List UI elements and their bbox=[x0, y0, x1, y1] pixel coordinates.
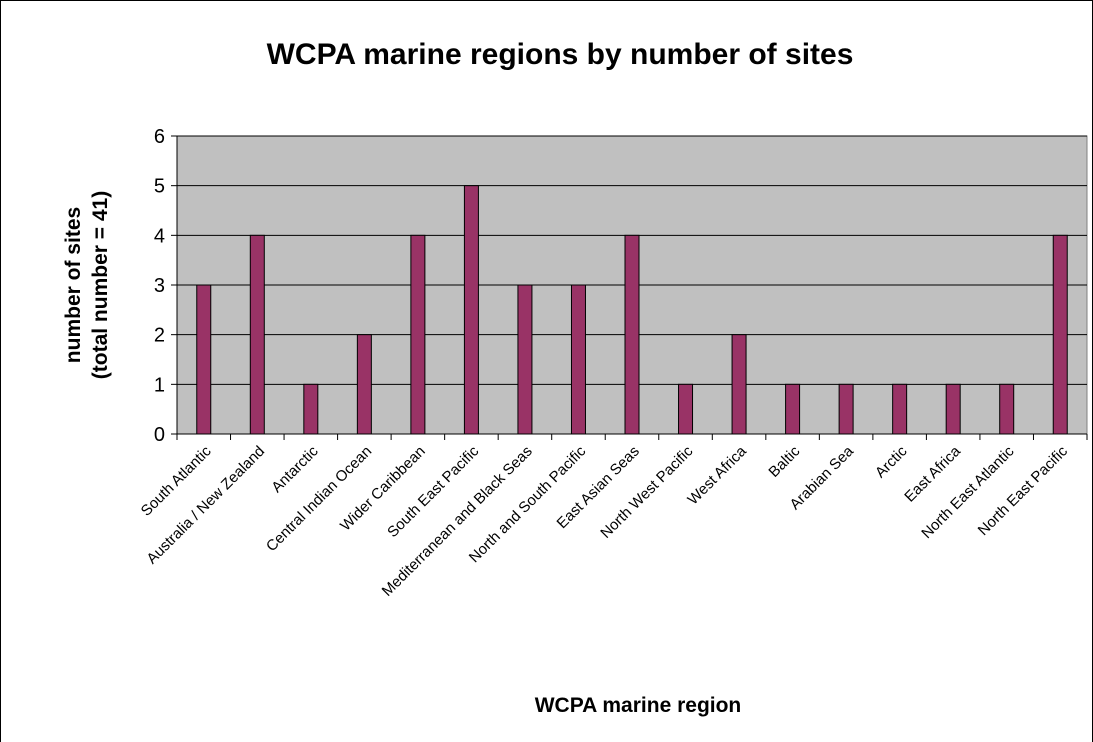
bar bbox=[892, 383, 908, 435]
bar bbox=[678, 383, 694, 435]
bar bbox=[785, 383, 801, 435]
bar bbox=[303, 383, 319, 435]
y-tick-label: 5 bbox=[154, 176, 165, 198]
bar bbox=[517, 284, 533, 435]
chart-title: WCPA marine regions by number of sites bbox=[267, 38, 854, 71]
y-axis-ticks: 0 1 2 3 4 5 6 bbox=[154, 126, 177, 446]
y-tick-label: 0 bbox=[154, 424, 165, 446]
bar bbox=[570, 284, 586, 435]
bar bbox=[463, 185, 479, 435]
bar bbox=[356, 334, 372, 435]
bar bbox=[410, 234, 426, 435]
y-tick-label: 1 bbox=[154, 374, 165, 396]
bar bbox=[945, 383, 961, 435]
y-axis-title-line-1: number of sites bbox=[62, 207, 85, 363]
y-tick-label: 3 bbox=[154, 275, 165, 297]
bar bbox=[249, 234, 265, 435]
bar bbox=[731, 334, 747, 435]
y-tick-label: 4 bbox=[154, 225, 165, 247]
bar bbox=[196, 284, 212, 435]
y-tick-label: 6 bbox=[154, 126, 165, 148]
x-axis-title: WCPA marine region bbox=[535, 694, 742, 717]
bar bbox=[999, 383, 1015, 435]
bar bbox=[624, 234, 640, 435]
bar bbox=[838, 383, 854, 435]
y-axis-title-line-2: (total number = 41) bbox=[89, 191, 112, 379]
bar bbox=[1052, 234, 1068, 435]
y-tick-label: 2 bbox=[154, 325, 165, 347]
